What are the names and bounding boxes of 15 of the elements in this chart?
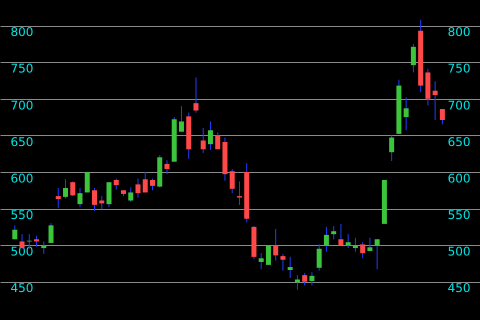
y2-tick-label: 600: [448, 171, 470, 186]
y-tick-label: 750: [10, 62, 34, 76]
y-tick-label: 700: [10, 98, 34, 112]
y-tick-label: 800: [10, 25, 34, 40]
y-tick-label: 600: [10, 171, 34, 186]
y-tick-label: 650: [10, 134, 34, 149]
y-tick-label: 550: [10, 208, 34, 222]
y2-tick-label: 700: [448, 98, 470, 112]
y-tick-label: 450: [10, 281, 34, 296]
y2-tick-label: 800: [448, 25, 470, 40]
y2-tick-label: 500: [448, 244, 470, 259]
y2-tick-label: 450: [448, 281, 470, 296]
y2-tick-label: 550: [448, 208, 470, 222]
y2-tick-label: 650: [448, 134, 470, 149]
y2-tick-label: 750: [448, 62, 470, 76]
